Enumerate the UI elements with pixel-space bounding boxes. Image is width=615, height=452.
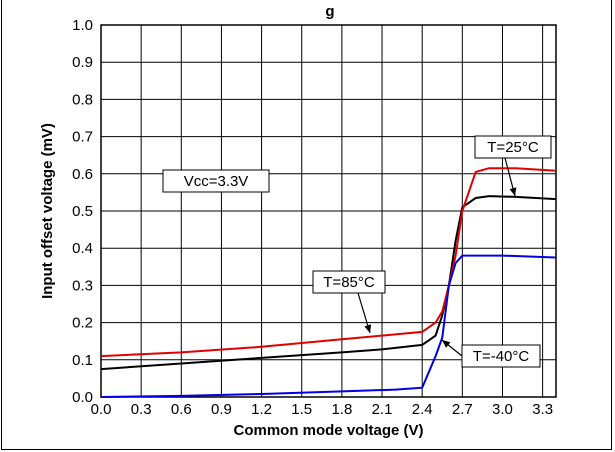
x-tick-label: 2.7 — [452, 401, 473, 418]
x-tick-label: 0.9 — [211, 401, 232, 418]
annotation-label: T=25°C — [487, 139, 539, 156]
chart-title: g — [325, 3, 334, 20]
y-tick-label: 0.4 — [72, 240, 93, 257]
annotation-box — [474, 135, 552, 159]
x-axis-label: Common mode voltage (V) — [233, 422, 423, 439]
x-tick-label: 2.1 — [372, 401, 393, 418]
x-tick-label: 0.3 — [131, 401, 152, 418]
y-tick-label: 0.7 — [72, 129, 93, 146]
y-tick-label: 0.8 — [72, 91, 93, 108]
y-tick-label: 0.1 — [72, 352, 93, 369]
y-tick-label: 0.3 — [72, 277, 93, 294]
y-tick-label: 0.9 — [72, 54, 93, 71]
y-tick-label: 0.5 — [72, 203, 93, 220]
annotation-label: T=-40°C — [473, 348, 530, 365]
y-axis-label: Input offset voltage (mV) — [39, 123, 56, 299]
x-tick-label: 2.4 — [412, 401, 433, 418]
series-line-0 — [100, 195, 557, 371]
x-tick-label: 0.6 — [171, 401, 192, 418]
x-tick-label: 1.5 — [291, 401, 312, 418]
y-tick-label: 1.0 — [72, 17, 93, 34]
annotation-box — [162, 169, 270, 193]
y-tick-label: 0.0 — [72, 389, 93, 406]
series-line-1 — [100, 167, 557, 358]
annotation-arrowhead — [442, 340, 451, 348]
x-tick-label: 3.0 — [492, 401, 513, 418]
annotation-arrowhead — [509, 187, 517, 196]
x-tick-label: 0.0 — [91, 401, 112, 418]
x-tick-label: 1.8 — [331, 401, 352, 418]
annotation-label: T=85°C — [323, 274, 375, 291]
y-tick-label: 0.6 — [72, 166, 93, 183]
y-tick-label: 0.2 — [72, 315, 93, 332]
annotation-box — [312, 270, 386, 294]
series-line-2 — [100, 254, 557, 398]
annotation-arrowhead — [364, 324, 372, 333]
annotation-label: Vcc=3.3V — [184, 173, 249, 190]
x-tick-label: 3.3 — [532, 401, 553, 418]
x-tick-label: 1.2 — [251, 401, 272, 418]
